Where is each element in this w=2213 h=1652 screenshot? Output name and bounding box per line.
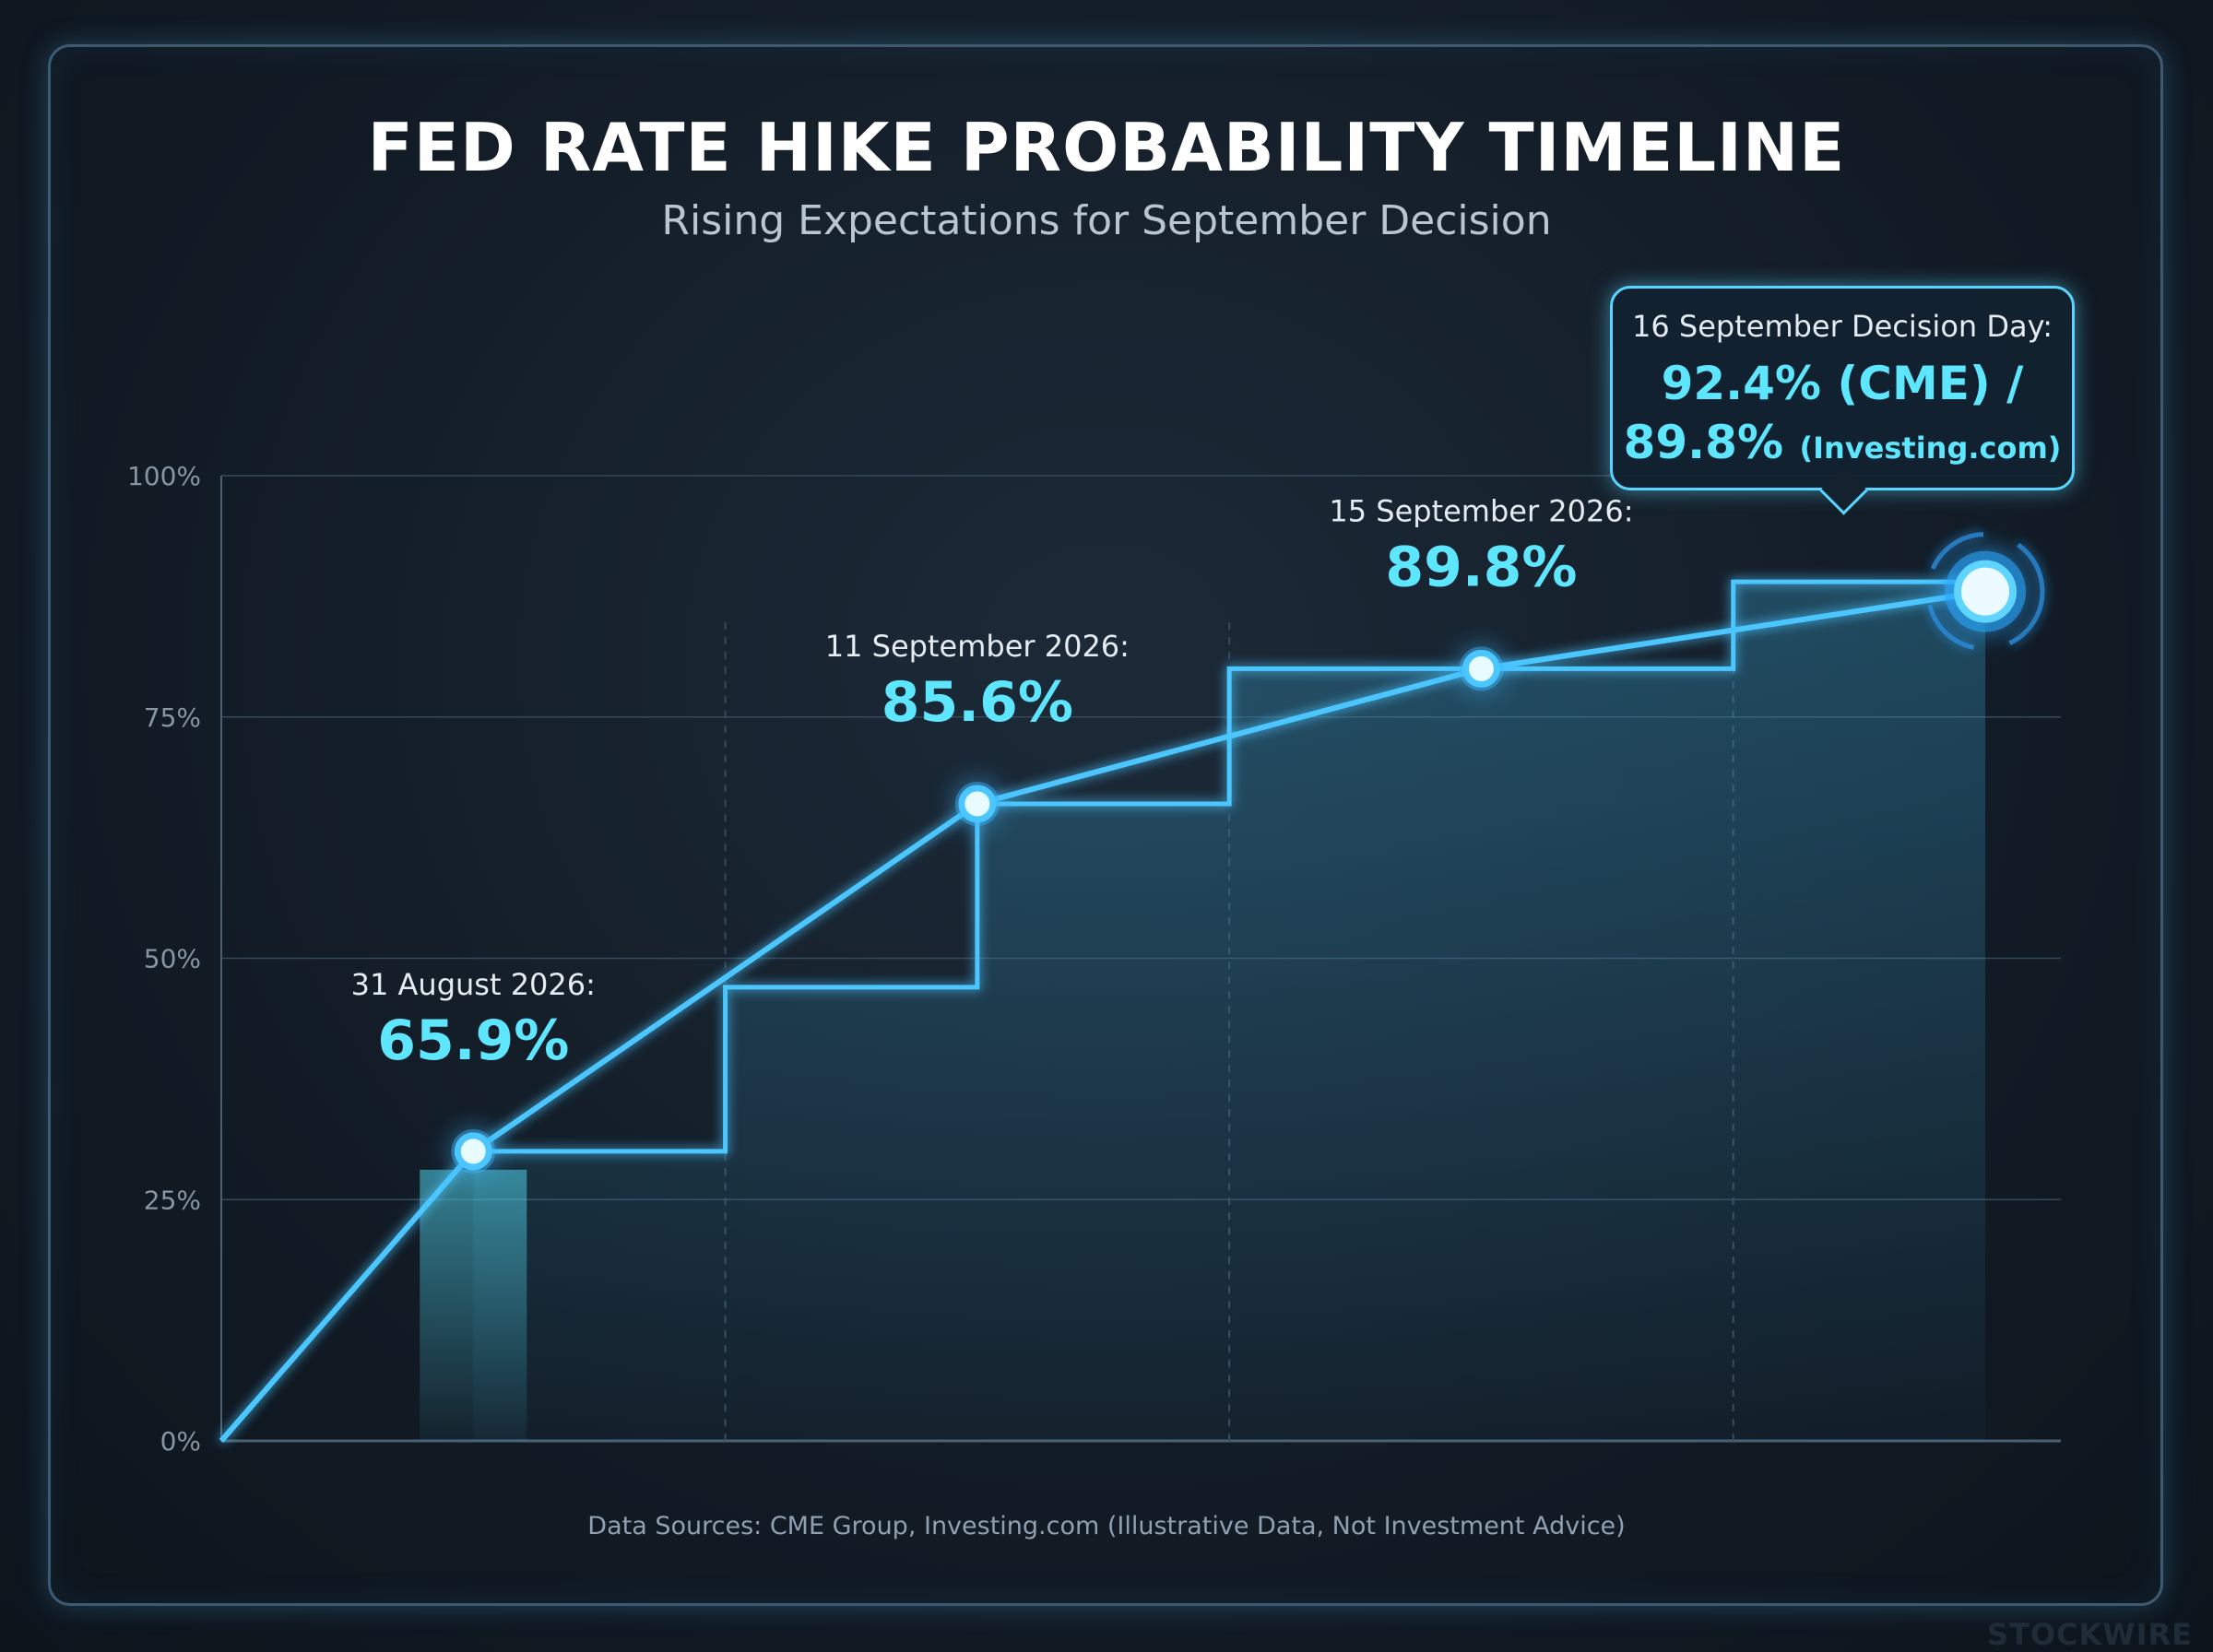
annotation-value-label: 65.9% [377, 1009, 569, 1073]
brand-watermark: STOCKWIRE [1986, 1617, 2193, 1652]
chart-subtitle: Rising Expectations for September Decisi… [661, 197, 1552, 244]
callout-investing-number: 89.8% [1623, 416, 1784, 469]
callout-investing-source: (Investing.com) [1799, 431, 2062, 466]
data-point [958, 785, 997, 823]
annotation-value-label: 85.6% [882, 670, 1073, 735]
y-tick-label: 100% [127, 461, 201, 491]
y-tick-label: 75% [144, 702, 201, 733]
step-area [473, 582, 1986, 1441]
callout-cme-value: 92.4% (CME) / [1661, 357, 2024, 410]
decision-day-callout: 16 September Decision Day: 92.4% (CME) /… [1610, 286, 2075, 490]
annotation-date-label: 15 September 2026: [1329, 493, 1633, 528]
chart-title: FED RATE HIKE PROBABILITY TIMELINE [367, 109, 1846, 186]
y-tick-label: 50% [144, 944, 201, 974]
decision-point [1954, 560, 2018, 623]
annotation-date-label: 11 September 2026: [825, 629, 1130, 664]
data-point [1462, 649, 1500, 688]
data-source-note: Data Sources: CME Group, Investing.com (… [587, 1512, 1626, 1540]
y-tick-label: 0% [160, 1426, 201, 1457]
y-tick-label: 25% [144, 1185, 201, 1215]
chart-frame [48, 44, 2163, 1606]
step-line [473, 579, 1986, 1154]
annotation-date-label: 31 August 2026: [351, 967, 596, 1002]
decision-point-ring [1925, 532, 2045, 652]
annotation-value-label: 89.8% [1385, 535, 1577, 599]
data-point [454, 1132, 492, 1171]
callout-label: 16 September Decision Day: [1632, 309, 2053, 344]
callout-investing-value: 89.8% (Investing.com) [1613, 416, 2072, 469]
